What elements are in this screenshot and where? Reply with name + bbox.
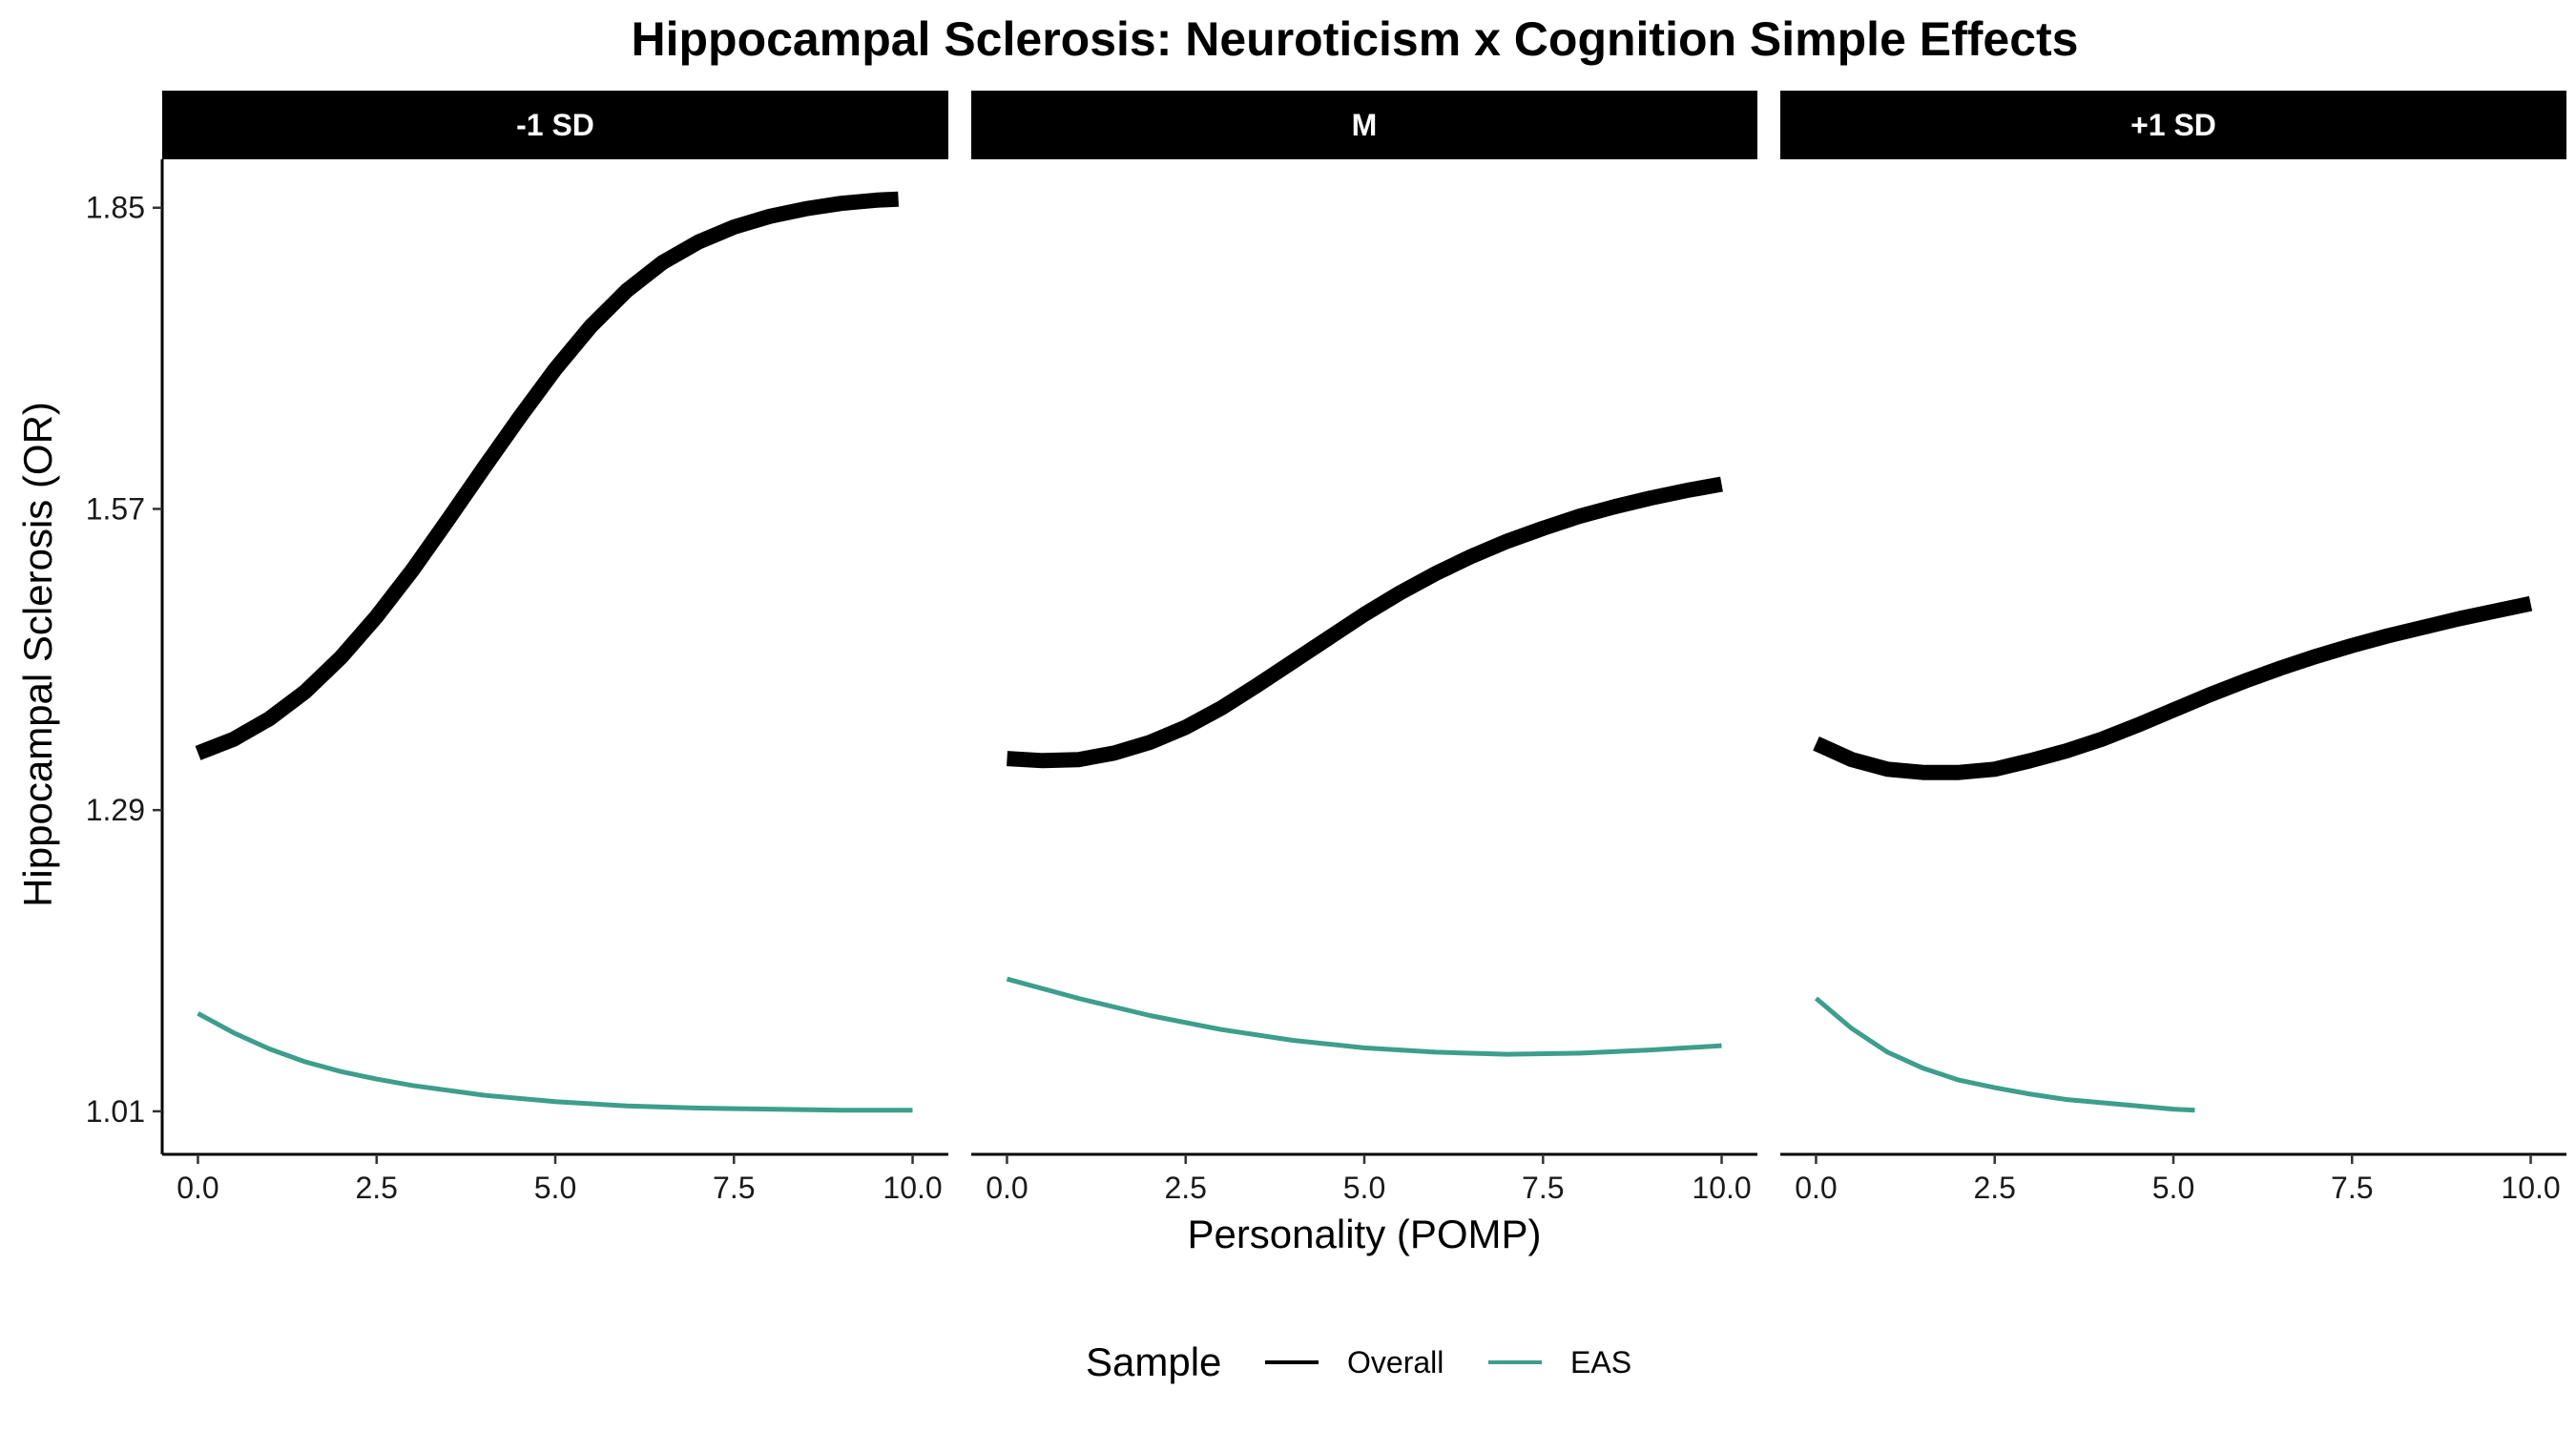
x-tick-label: 10.0 <box>883 1171 942 1205</box>
x-tick-label: 7.5 <box>1522 1171 1564 1205</box>
x-tick-label: 5.0 <box>534 1171 576 1205</box>
facet-strip-label: M <box>1352 108 1378 142</box>
x-tick-label: 7.5 <box>713 1171 755 1205</box>
series-line-overall <box>1007 476 1723 769</box>
x-axis-title: Personality (POMP) <box>1187 1212 1541 1256</box>
x-tick-label: 0.0 <box>986 1171 1028 1205</box>
x-tick-label: 2.5 <box>1973 1171 2015 1205</box>
facet-strip-label: -1 SD <box>516 108 594 142</box>
panel-2: M 0.0 2.5 5.0 7.5 10.0 <box>971 91 1757 1205</box>
x-tick-label: 0.0 <box>177 1171 218 1205</box>
facet-strip <box>971 91 1757 159</box>
series-line-eas <box>1006 976 1722 1057</box>
facet-strip <box>1780 91 2566 159</box>
y-tick-label: 1.29 <box>86 793 145 827</box>
y-tick-label: 1.57 <box>86 491 145 526</box>
panel-1: -1 SD 0.0 2.5 5.0 7.5 10.0 1.01 1.29 1.57 1.85 <box>86 91 948 1205</box>
series-line-eas <box>197 1011 913 1113</box>
series-line-overall <box>195 191 899 760</box>
x-tick-label: 5.0 <box>2152 1171 2194 1205</box>
x-tick-label: 10.0 <box>2501 1171 2560 1205</box>
x-tick-label: 2.5 <box>1164 1171 1206 1205</box>
legend-label-eas: EAS <box>1570 1345 1631 1379</box>
y-tick-label: 1.85 <box>86 191 145 225</box>
series-line-eas <box>1814 996 2195 1113</box>
legend: Sample Overall EAS <box>1086 1339 1631 1384</box>
facet-strip <box>162 91 948 159</box>
x-tick-label: 7.5 <box>2331 1171 2373 1205</box>
y-tick-label: 1.01 <box>86 1094 145 1129</box>
x-tick-label: 0.0 <box>1795 1171 1837 1205</box>
x-tick-label: 2.5 <box>355 1171 397 1205</box>
legend-title: Sample <box>1086 1339 1221 1384</box>
facet-strip-label: +1 SD <box>2130 108 2216 142</box>
legend-label-overall: Overall <box>1347 1345 1444 1379</box>
series-line-overall <box>1813 595 2533 780</box>
panel-3: +1 SD 0.0 2.5 5.0 7.5 10.0 <box>1780 91 2566 1205</box>
facet-panels: -1 SD 0.0 2.5 5.0 7.5 10.0 1.01 1.29 1.57 1.85 M 0.… <box>86 91 2566 1205</box>
x-tick-label: 5.0 <box>1343 1171 1385 1205</box>
chart-title: Hippocampal Sclerosis: Neuroticism x Cog… <box>632 12 2079 66</box>
y-axis-title: Hippocampal Sclerosis (OR) <box>15 402 60 907</box>
x-tick-label: 10.0 <box>1692 1171 1751 1205</box>
